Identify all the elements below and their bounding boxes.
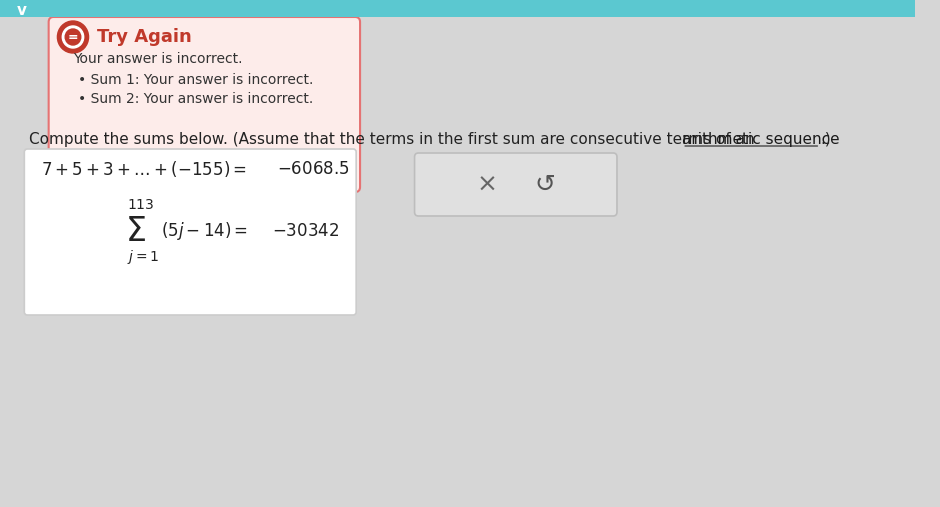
Text: $7+5+3+\ldots+(-155)=$: $7+5+3+\ldots+(-155)=$ [40,159,247,179]
Text: $j=1$: $j=1$ [127,248,159,266]
FancyBboxPatch shape [415,153,617,216]
Text: $113$: $113$ [127,198,154,212]
Text: • Sum 1: Your answer is incorrect.: • Sum 1: Your answer is incorrect. [78,73,313,87]
Text: arithmetic sequence: arithmetic sequence [682,131,839,147]
Text: $\Sigma$: $\Sigma$ [125,214,146,247]
Text: ↺: ↺ [535,173,556,197]
Circle shape [62,26,84,48]
Text: $-30342$: $-30342$ [273,222,339,240]
Circle shape [65,29,81,45]
Text: =: = [68,30,78,44]
Text: • Sum 2: Your answer is incorrect.: • Sum 2: Your answer is incorrect. [78,92,313,106]
Text: Your answer is incorrect.: Your answer is incorrect. [73,52,243,66]
Text: $-6068.5$: $-6068.5$ [277,160,350,178]
Text: ×: × [476,173,497,197]
FancyBboxPatch shape [0,0,915,17]
Text: $(5j-14)=$: $(5j-14)=$ [161,220,247,242]
Text: Compute the sums below. (Assume that the terms in the first sum are consecutive : Compute the sums below. (Assume that the… [29,131,760,147]
FancyBboxPatch shape [24,149,356,315]
Text: v: v [16,3,26,18]
FancyBboxPatch shape [49,17,360,192]
Text: .): .) [821,131,831,147]
Text: Try Again: Try Again [98,28,192,46]
Circle shape [57,21,88,53]
